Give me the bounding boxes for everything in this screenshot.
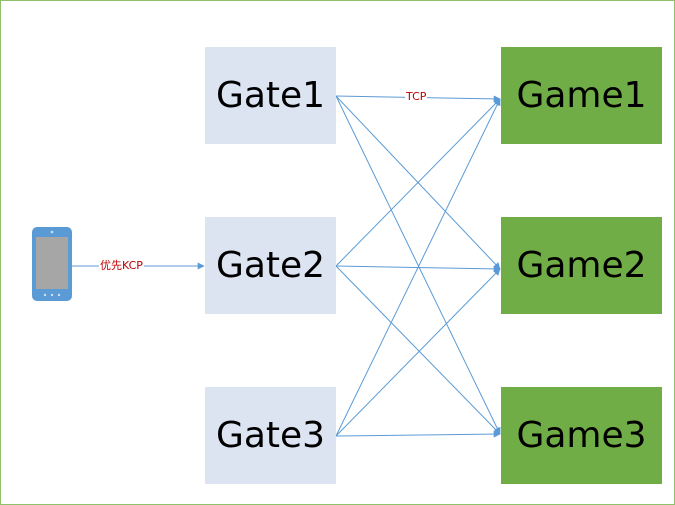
game-1-label: Game1 (516, 75, 647, 116)
edge-gate1-to-game3 (335, 95, 501, 435)
edge-gate3-to-game2 (335, 268, 501, 437)
gate-3-box: Gate3 (205, 387, 336, 484)
tcp-edge-label: TCP (405, 90, 428, 103)
edge-gate2-to-game1 (335, 98, 501, 267)
gate-3-label: Gate3 (215, 415, 326, 456)
game-3-box: Game3 (501, 387, 662, 484)
edge-gate3-to-game1 (335, 98, 501, 437)
game-2-label: Game2 (516, 245, 647, 286)
gate-1-label: Gate1 (215, 75, 326, 116)
edge-gate3-to-game3 (335, 430, 501, 438)
mobile-phone-icon (32, 227, 72, 301)
gate-2-label: Gate2 (215, 245, 326, 286)
kcp-edge-label: 优先KCP (99, 259, 144, 272)
edge-gate2-to-game3 (335, 265, 501, 435)
gate-1-box: Gate1 (205, 47, 336, 144)
game-2-box: Game2 (501, 217, 662, 314)
gate-2-box: Gate2 (205, 217, 336, 314)
game-3-label: Game3 (516, 415, 647, 456)
game-1-box: Game1 (501, 47, 662, 144)
